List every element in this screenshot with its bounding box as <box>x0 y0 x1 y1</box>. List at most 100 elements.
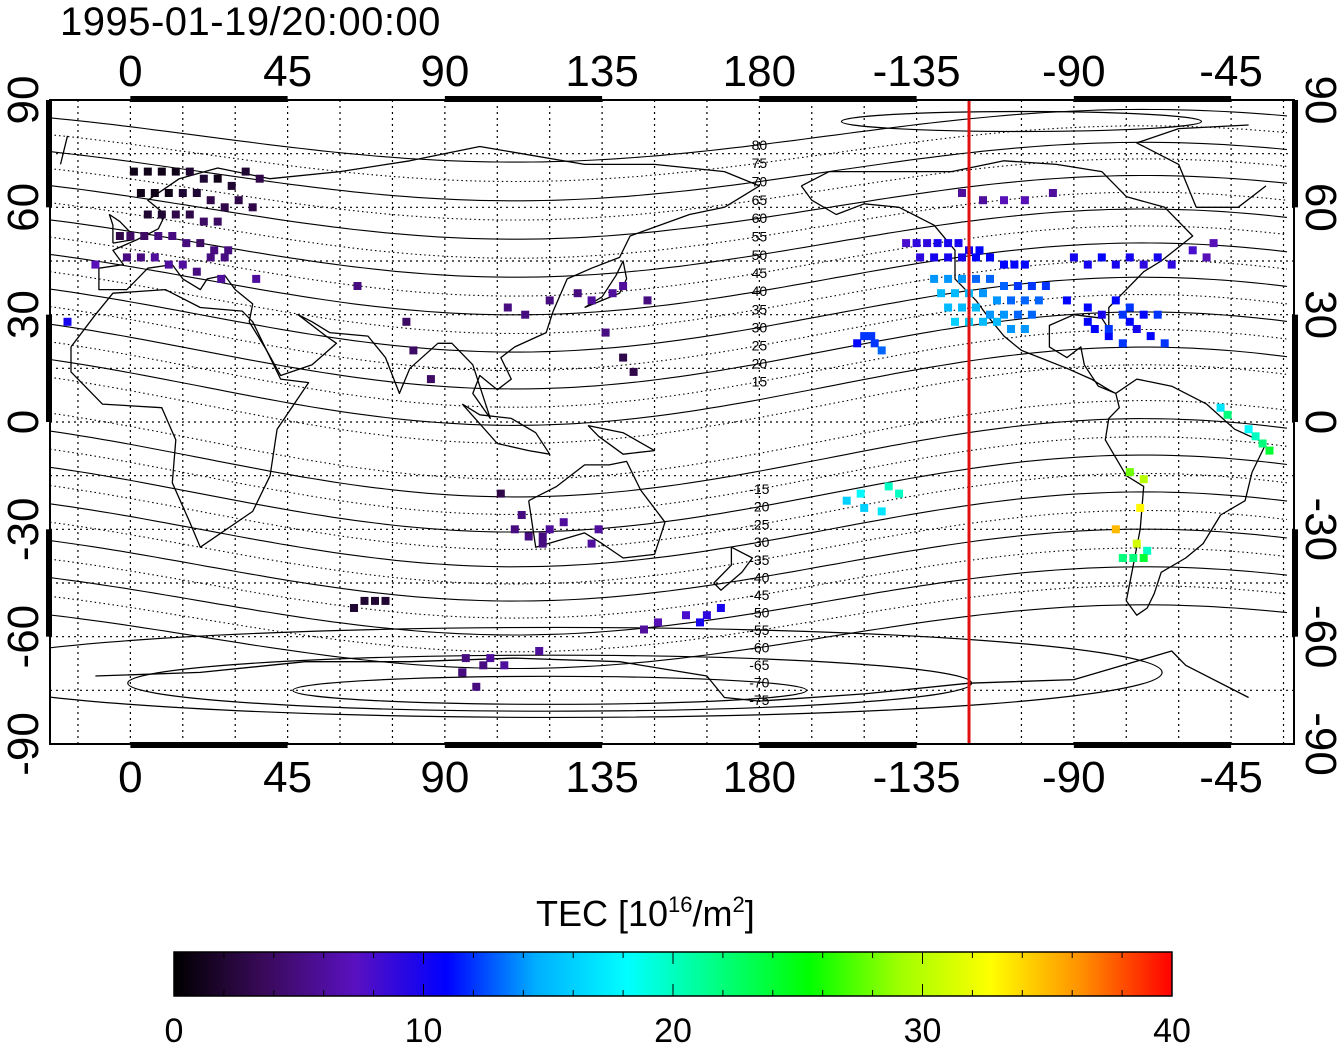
left-lat-label: -30 <box>0 498 48 562</box>
mag-lat-contour <box>50 276 1288 353</box>
tec-point <box>1209 239 1218 248</box>
coastline <box>713 546 754 591</box>
frame-bar-left <box>46 100 52 208</box>
tec-point <box>150 189 159 197</box>
coastline <box>584 260 628 309</box>
coastline <box>587 424 656 455</box>
tec-point <box>1139 260 1148 269</box>
tec-point <box>1244 425 1253 434</box>
tec-point <box>877 346 886 355</box>
bottom-lon-label: 45 <box>263 753 312 802</box>
tec-point <box>1083 260 1092 269</box>
tec-point <box>545 525 554 534</box>
tec-point <box>157 167 166 176</box>
tec-point <box>353 282 362 290</box>
frame-bar-right <box>1292 314 1298 422</box>
mag-lat-contour <box>50 158 1288 221</box>
tec-point <box>1139 310 1148 319</box>
tec-point <box>199 174 208 183</box>
tec-point <box>860 503 869 512</box>
tec-point <box>1167 260 1176 269</box>
tec-point <box>958 253 966 262</box>
tec-point <box>993 317 1001 326</box>
contour-label: 15 <box>752 374 768 390</box>
frame-bar-right <box>1292 529 1298 637</box>
tec-point <box>1027 310 1036 319</box>
top-lon-label: -90 <box>1042 47 1106 96</box>
north-pole-contour <box>840 110 1203 133</box>
tec-point <box>227 181 236 190</box>
tec-point <box>587 296 596 305</box>
contour-label: -30 <box>749 534 769 550</box>
tec-point <box>1013 310 1022 319</box>
tec-point <box>91 260 100 269</box>
tec-point <box>1132 325 1141 333</box>
right-lat-label: 60 <box>1296 183 1344 232</box>
tec-point <box>1104 325 1113 333</box>
tec-point <box>1000 310 1008 319</box>
tec-point <box>1097 310 1106 319</box>
mag-lat-contour <box>50 311 1288 390</box>
tec-point <box>517 511 526 519</box>
tec-point <box>696 618 704 627</box>
tec-point <box>954 239 963 248</box>
tec-data-points <box>63 167 1274 691</box>
mag-lat-contour <box>50 509 1288 585</box>
tec-point <box>196 239 205 248</box>
tec-point <box>164 189 173 197</box>
frame-bar-bottom <box>759 742 917 748</box>
tec-point <box>1143 546 1152 555</box>
tec-point <box>479 661 488 670</box>
mag-lat-contour <box>50 418 1288 498</box>
top-lon-label: 45 <box>263 47 312 96</box>
tec-point <box>1139 554 1148 562</box>
contour-label: 50 <box>752 247 768 263</box>
colorbar-tick-label: 40 <box>1153 1012 1191 1048</box>
tec-point <box>486 654 495 663</box>
top-lon-label: 0 <box>118 47 142 96</box>
contour-label: 60 <box>752 210 768 226</box>
tec-point <box>252 274 261 283</box>
tec-point <box>972 303 980 312</box>
tec-point <box>1139 475 1148 484</box>
contour-label: -40 <box>749 569 769 585</box>
tec-point <box>545 296 554 305</box>
contour-label: -55 <box>749 622 769 638</box>
left-lat-label: 60 <box>0 183 48 232</box>
tec-point <box>199 217 208 226</box>
mag-lat-contour <box>50 566 1288 636</box>
tec-point <box>853 339 862 348</box>
left-lat-label: -60 <box>0 605 48 669</box>
tec-point <box>1125 303 1134 312</box>
bottom-lon-label: -90 <box>1042 753 1106 802</box>
tec-point <box>1111 260 1120 269</box>
mag-lat-contour <box>50 604 1288 670</box>
colorbar-tick-label: 20 <box>654 1012 692 1048</box>
tec-point <box>1136 503 1145 512</box>
mag-lat-contour <box>50 528 1288 602</box>
contour-label: 25 <box>752 338 768 354</box>
tec-point <box>206 253 215 262</box>
tec-point <box>682 611 690 620</box>
tec-point <box>716 604 725 612</box>
tec-point <box>255 174 264 183</box>
tec-point <box>350 604 358 612</box>
frame-bar-right <box>1292 100 1298 208</box>
contour-label: 80 <box>752 137 768 153</box>
tec-point <box>168 232 177 240</box>
tec-point <box>185 167 194 176</box>
tec-point <box>182 239 191 248</box>
tec-point <box>559 518 568 527</box>
tec-point <box>500 661 509 670</box>
tec-point <box>115 232 124 240</box>
tec-point <box>912 239 921 248</box>
tec-point <box>608 289 617 298</box>
tec-point <box>143 167 152 176</box>
tec-point <box>192 189 201 197</box>
contour-label: -50 <box>749 605 769 621</box>
tec-point <box>1111 296 1120 305</box>
tec-point <box>220 253 229 262</box>
tec-point <box>1007 325 1015 333</box>
